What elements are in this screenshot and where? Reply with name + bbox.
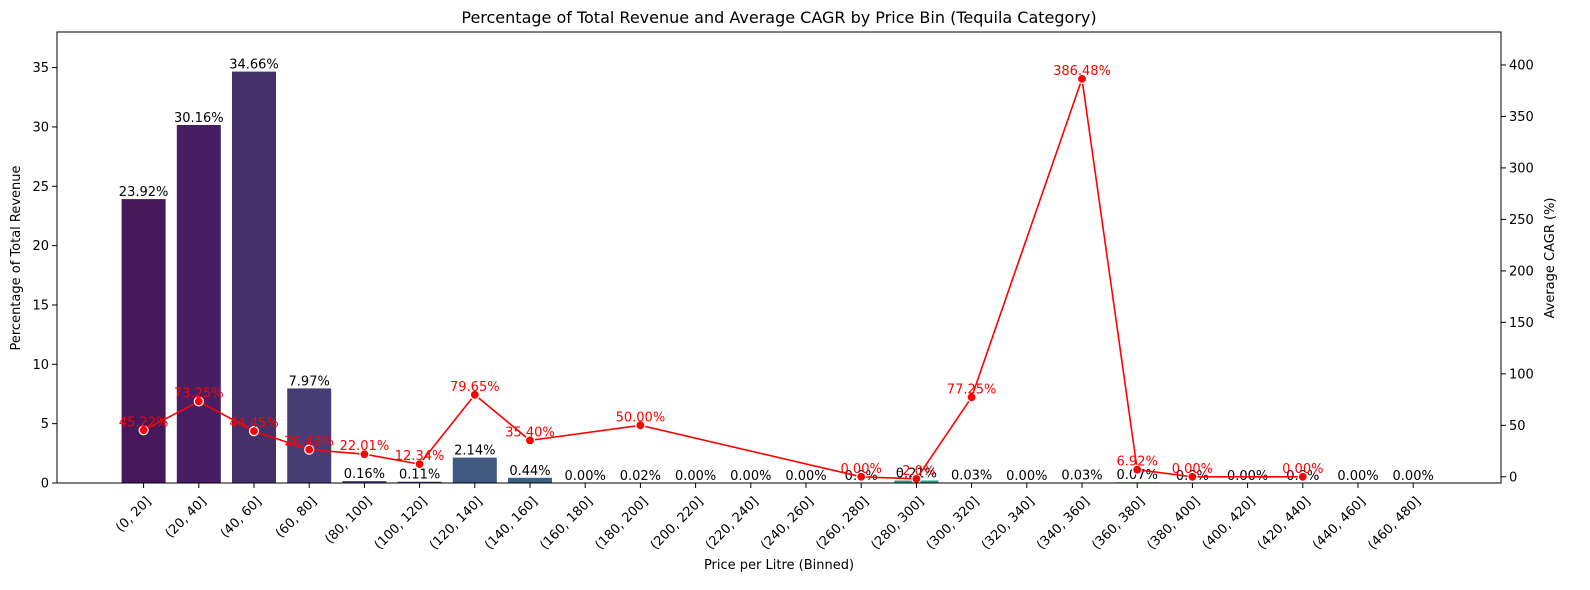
cagr-value-label: 22.01% <box>340 439 390 454</box>
cagr-point <box>469 389 480 400</box>
y2-tick-label: 100 <box>1509 367 1534 382</box>
y-axis-title: Percentage of Total Revenue <box>9 165 24 350</box>
cagr-value-label: 386.48% <box>1053 64 1111 79</box>
bar-value-label: 7.97% <box>289 374 330 389</box>
cagr-value-label: 0.00% <box>841 462 882 477</box>
bar <box>508 477 552 483</box>
bar-value-label: 0.44% <box>509 464 550 479</box>
y2-axis-title: Average CAGR (%) <box>1543 198 1558 319</box>
cagr-point <box>193 396 204 407</box>
cagr-value-label: 12.34% <box>395 449 445 464</box>
cagr-value-label: 0.00% <box>1282 462 1323 477</box>
y2-tick-label: 150 <box>1509 316 1534 331</box>
cagr-point <box>1076 73 1088 85</box>
bar-value-label: 0.16% <box>344 467 385 482</box>
y-tick-label: 35 <box>32 61 49 76</box>
bar <box>232 71 276 483</box>
bar-value-label: 0.00% <box>1006 469 1047 484</box>
cagr-value-label: 26.43% <box>284 435 334 450</box>
bar <box>121 199 166 483</box>
cagr-point <box>524 435 536 446</box>
bar <box>342 481 387 483</box>
cagr-point <box>856 471 867 482</box>
cagr-value-label: 6.92% <box>1117 455 1158 470</box>
y2-tick-label: 50 <box>1509 419 1526 434</box>
bar <box>176 125 221 483</box>
plot-frame <box>56 31 1502 484</box>
bar-value-label: 30.16% <box>174 111 224 126</box>
bar-value-label: 0.00% <box>675 469 716 484</box>
cagr-point <box>248 426 260 437</box>
bar-value-label: 34.66% <box>229 58 279 73</box>
y-tick-label: 5 <box>41 417 49 432</box>
cagr-value-label: 79.65% <box>450 380 500 395</box>
cagr-point <box>304 444 315 455</box>
chart-title: Percentage of Total Revenue and Average … <box>461 8 1096 27</box>
bar-value-label: 0.00% <box>565 469 606 484</box>
y2-tick-label: 300 <box>1509 161 1534 176</box>
y2-tick-label: 0 <box>1509 470 1517 485</box>
bar <box>397 481 442 483</box>
y-tick-label: 30 <box>32 120 49 135</box>
y-tick-label: 0 <box>41 477 49 492</box>
bar-value-label: 0.02% <box>620 469 661 484</box>
cagr-value-label: 44.45% <box>229 416 279 431</box>
bar-value-label: 0.00% <box>1393 469 1434 484</box>
y2-tick-label: 350 <box>1509 110 1534 125</box>
bar-value-label: 0.00% <box>730 469 771 484</box>
cagr-value-label: 73.25% <box>174 386 224 401</box>
cagr-point <box>966 392 977 403</box>
cagr-point <box>1297 471 1308 482</box>
bar-value-label: 0.00% <box>1337 469 1378 484</box>
bar-value-label: 23.92% <box>119 185 169 200</box>
cagr-value-label: 0.00% <box>1172 462 1213 477</box>
cagr-line <box>143 78 1303 480</box>
cagr-point <box>138 425 149 436</box>
y-tick-label: 15 <box>32 299 49 314</box>
y2-tick-label: 250 <box>1509 213 1534 228</box>
x-axis-title: Price per Litre (Binned) <box>704 558 854 573</box>
bar <box>287 388 332 483</box>
bar-value-label: 2.14% <box>454 444 495 459</box>
bar-value-label: 0.00% <box>785 469 826 484</box>
cagr-point <box>635 420 646 431</box>
cagr-value-label: 45.22% <box>119 415 169 430</box>
y-tick-label: 20 <box>32 239 49 254</box>
cagr-value-label: 35.40% <box>505 425 555 440</box>
bar <box>452 457 497 483</box>
cagr-value-label: 77.25% <box>947 382 997 397</box>
bar-value-label: 0.11% <box>399 468 440 483</box>
bar-value-label: 0.03% <box>951 469 992 484</box>
y-tick-label: 25 <box>32 180 49 195</box>
cagr-value-label: -2.0% <box>898 464 936 479</box>
cagr-point <box>359 449 370 460</box>
bars-layer: 23.92% 30.16% 34.66% 7.97% 0.16% 0.11% 2.14% 0.… <box>119 58 1434 484</box>
cagr-point <box>414 459 425 470</box>
y2-tick-label: 200 <box>1509 264 1534 279</box>
cagr-value-label: 50.00% <box>616 410 666 425</box>
cagr-point <box>1132 464 1143 475</box>
cagr-point <box>1187 471 1198 482</box>
y2-tick-label: 400 <box>1509 58 1534 73</box>
y-tick-label: 10 <box>32 358 49 373</box>
line-layer: 45.22% 73.25% 44.45% 26.43% 22.01% 12.34% 79.6… <box>119 64 1323 484</box>
bar-value-label: 0.07% <box>1117 468 1158 483</box>
bar-value-label: 0.03% <box>1061 469 1102 484</box>
